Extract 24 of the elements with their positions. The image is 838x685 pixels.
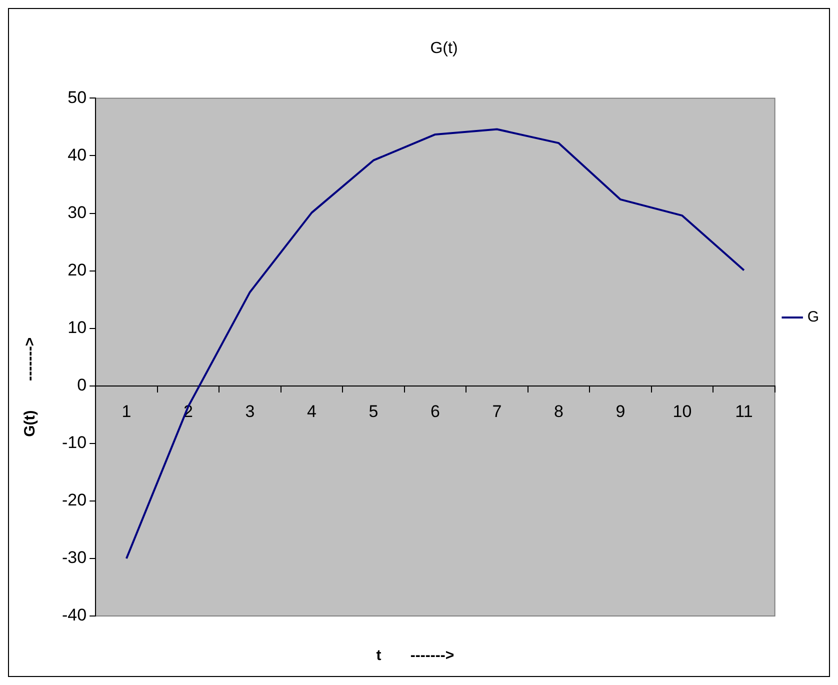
y-tick-label: 0	[77, 376, 87, 395]
x-tick-label: 7	[492, 402, 502, 421]
chart-title: G(t)	[430, 40, 458, 58]
y-tick-label: -40	[62, 606, 87, 625]
x-tick-label: 5	[368, 402, 378, 421]
y-tick-label: -30	[62, 548, 87, 568]
x-tick-label: 9	[616, 402, 626, 421]
y-tick-label: 30	[68, 202, 87, 222]
legend-label: G	[807, 308, 820, 326]
y-tick-label: 20	[68, 260, 87, 280]
x-tick-label: 11	[735, 402, 753, 421]
x-tick-label: 6	[430, 402, 440, 421]
x-axis-title: t ------->	[376, 647, 454, 664]
x-tick-label: 8	[554, 402, 564, 421]
y-tick-label: 10	[68, 318, 87, 338]
x-tick-label: 1	[122, 402, 132, 421]
y-tick-label: 50	[68, 88, 87, 107]
y-tick-label: -10	[62, 433, 87, 452]
x-tick-label: 10	[672, 402, 692, 421]
y-axis-title: G(t) ------->	[22, 337, 39, 437]
x-tick-label: 3	[245, 402, 255, 421]
x-tick-label: 4	[306, 402, 316, 421]
y-tick-label: 40	[68, 145, 87, 164]
y-tick-label: -20	[62, 490, 87, 510]
